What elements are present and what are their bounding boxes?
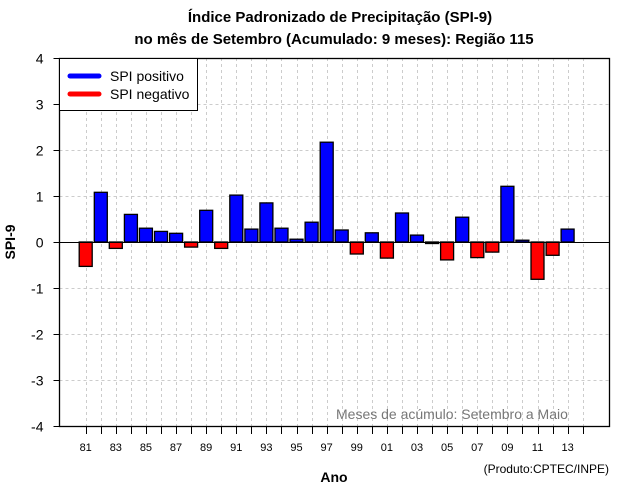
legend: SPI positivo SPI negativo	[59, 58, 198, 111]
y-tick-label: -1	[31, 281, 44, 297]
y-tick-label: -4	[31, 419, 44, 435]
bar-positive-1984	[123, 213, 139, 243]
x-tick-label: 81	[80, 442, 92, 454]
x-tick-label: 95	[290, 442, 302, 454]
bar-positive-1993	[259, 202, 274, 243]
x-tick-label: 07	[471, 442, 483, 454]
bar-positive-1991	[229, 194, 244, 243]
bar-positive-1997	[319, 141, 334, 243]
x-axis-label: Ano	[320, 469, 347, 485]
accumulation-months-note: Meses de acúmulo: Setembro a Maio	[336, 406, 568, 422]
x-tick-label: 09	[501, 442, 513, 454]
x-tick-label: 83	[110, 442, 122, 454]
bar-positive-1989	[199, 209, 214, 243]
bar-positive-1994	[274, 227, 289, 243]
bar-positive-2010	[515, 239, 530, 243]
y-axis-label: SPI-9	[2, 224, 18, 259]
bar-positive-1998	[334, 229, 349, 243]
x-tick-label: 13	[561, 442, 573, 454]
bar-positive-2006	[455, 216, 470, 243]
product-credit: (Produto:CPTEC/INPE)	[484, 462, 609, 476]
x-tick-label: 87	[170, 442, 182, 454]
y-tick-label: 4	[36, 51, 44, 67]
x-tick-label: 01	[381, 442, 393, 454]
y-tick-label: -3	[31, 373, 44, 389]
y-tick-label: 3	[36, 97, 44, 113]
bar-positive-2009	[500, 185, 515, 243]
y-tick-label: -2	[31, 327, 44, 343]
y-tick-label: 0	[36, 235, 44, 251]
bar-negative-2005	[439, 241, 455, 261]
bars	[78, 141, 575, 280]
x-tick-label: 05	[441, 442, 453, 454]
bar-positive-2003	[409, 234, 425, 243]
bar-positive-1995	[289, 238, 304, 243]
x-tick-label: 11	[532, 442, 543, 454]
bar-positive-2002	[394, 212, 410, 243]
bar-negative-1999	[349, 241, 364, 255]
bar-positive-2000	[364, 232, 379, 243]
bar-positive-1987	[168, 232, 184, 243]
y-tick-label: 1	[36, 189, 44, 205]
x-tick-label: 99	[351, 442, 363, 454]
bar-positive-1992	[244, 228, 259, 243]
legend-label-positive: SPI positivo	[110, 68, 184, 84]
grid	[59, 58, 610, 426]
x-tick-label: 85	[140, 442, 152, 454]
bar-positive-1996	[304, 221, 319, 243]
chart-title: Índice Padronizado de Precipitação (SPI-…	[188, 9, 492, 26]
bar-positive-1986	[153, 230, 169, 243]
x-axis: 81 83 85 87 89 91 93 95 97 99 01 03 05 07 09 11 13	[80, 426, 584, 454]
x-tick-label: 89	[200, 442, 212, 454]
bar-negative-1981	[78, 241, 93, 268]
legend-label-negative: SPI negativo	[110, 86, 190, 102]
x-tick-label: 03	[411, 442, 423, 454]
bar-negative-2007	[470, 241, 485, 259]
bar-negative-2012	[545, 241, 560, 256]
x-tick-label: 91	[230, 442, 242, 454]
x-tick-label: 93	[260, 442, 272, 454]
bar-positive-1982	[93, 191, 108, 243]
y-tick-label: 2	[36, 143, 44, 159]
bar-negative-2001	[379, 241, 395, 259]
bar-negative-2011	[530, 241, 545, 280]
bar-positive-1985	[138, 227, 154, 243]
x-tick-label: 97	[321, 442, 333, 454]
bar-positive-2013	[560, 228, 575, 243]
bar-negative-2008	[485, 241, 500, 253]
chart-subtitle: no mês de Setembro (Acumulado: 9 meses):…	[134, 31, 533, 48]
legend-box	[59, 58, 198, 111]
y-axis: 4 3 2 1 0 -1 -2 -3 -4	[31, 51, 60, 435]
